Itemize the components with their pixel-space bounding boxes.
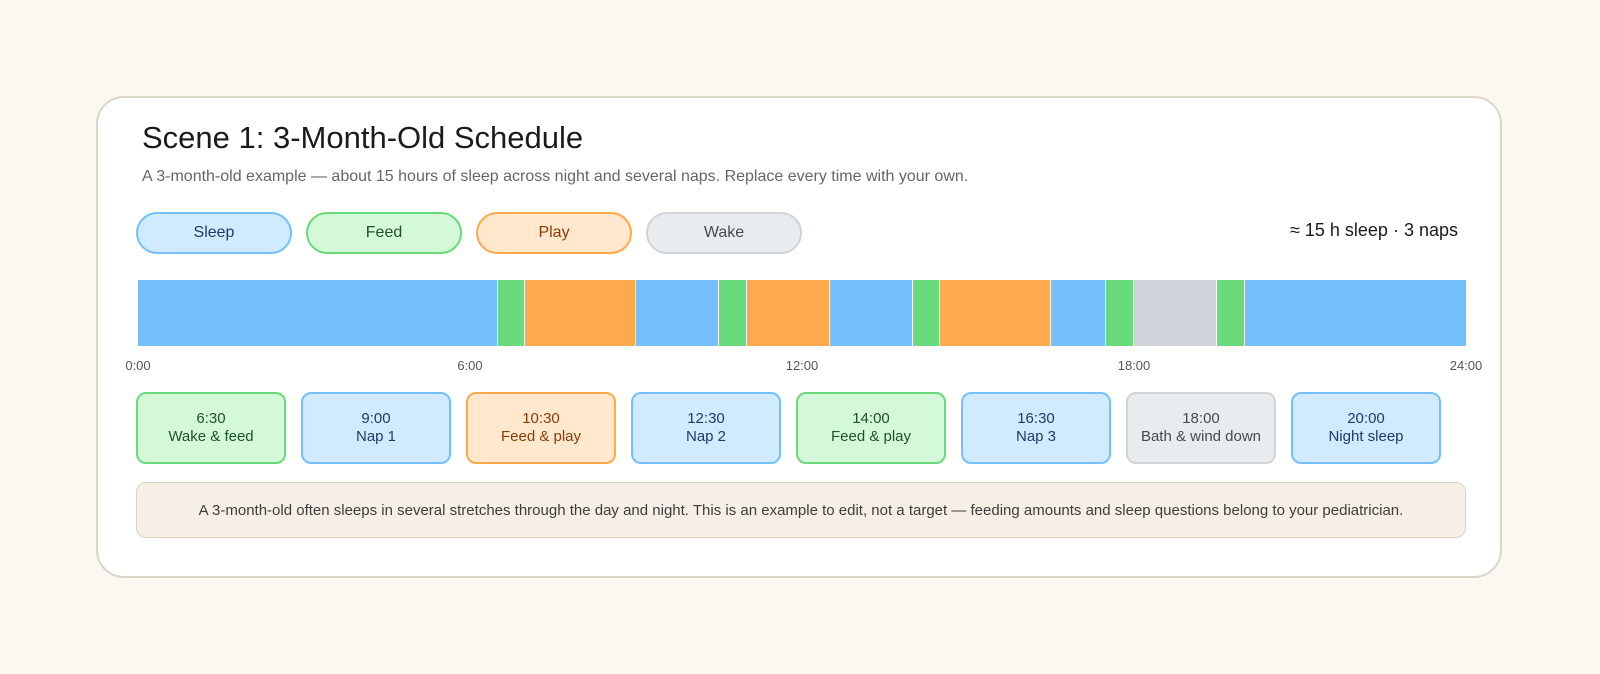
event-card[interactable]: 6:30 Wake & feed	[136, 392, 286, 464]
schedule-card: Scene 1: 3-Month-Old Schedule A 3-month-…	[96, 96, 1502, 578]
event-label: Wake & feed	[168, 428, 254, 445]
tick-label: 0:00	[125, 358, 151, 373]
event-label: Night sleep	[1328, 428, 1404, 445]
event-time: 12:30	[687, 410, 725, 427]
scene-subtitle: A 3-month-old example — about 15 hours o…	[142, 168, 969, 185]
sleep-summary: ≈ 15 h sleep · 3 naps	[1290, 220, 1458, 240]
timeline-segment-feed	[1106, 280, 1134, 346]
event-time: 20:00	[1347, 410, 1385, 427]
event-card[interactable]: 20:00 Night sleep	[1291, 392, 1441, 464]
event-label: Bath & wind down	[1140, 428, 1262, 445]
event-label: Feed & play	[830, 428, 912, 445]
event-label: Nap 2	[685, 428, 727, 445]
timeline-segment-wake	[1134, 280, 1217, 346]
event-time: 10:30	[522, 410, 560, 427]
event-label: Nap 3	[1015, 428, 1057, 445]
scene-title: Scene 1: 3-Month-Old Schedule	[142, 120, 584, 155]
timeline-segment-play	[940, 280, 1051, 346]
timeline-segment-play	[525, 280, 636, 346]
timeline-segment-play	[746, 280, 830, 346]
timeline-segment-feed	[1217, 280, 1245, 346]
timeline-segment-feed	[912, 280, 941, 346]
event-card[interactable]: 16:30 Nap 3	[961, 392, 1111, 464]
event-card[interactable]: 12:30 Nap 2	[631, 392, 781, 464]
event-label: Nap 1	[355, 428, 397, 445]
timeline-segment-feed	[719, 280, 747, 346]
event-card[interactable]: 9:00 Nap 1	[301, 392, 451, 464]
tick-label: 12:00	[785, 358, 819, 373]
event-time: 14:00	[852, 410, 890, 427]
event-card[interactable]: 10:30 Feed & play	[466, 392, 616, 464]
tick-label: 18:00	[1117, 358, 1151, 373]
event-card[interactable]: 14:00 Feed & play	[796, 392, 946, 464]
timeline-bar	[138, 280, 1466, 346]
timeline-segment-sleep	[1244, 280, 1466, 346]
legend-wake[interactable]: Wake	[646, 212, 802, 254]
event-time: 18:00	[1182, 410, 1220, 427]
timeline-segment-sleep	[1051, 280, 1107, 346]
event-card[interactable]: 18:00 Bath & wind down	[1126, 392, 1276, 464]
disclaimer-note: A 3-month-old often sleeps in several st…	[136, 482, 1466, 538]
timeline-segment-sleep	[138, 280, 498, 346]
event-label: Feed & play	[500, 428, 582, 445]
event-cards: 6:30 Wake & feed 9:00 Nap 1 10:30 Feed & play…	[136, 392, 1466, 464]
event-time: 9:00	[361, 410, 391, 427]
legend: Sleep Feed Play Wake	[136, 212, 802, 254]
timeline-segment-feed	[497, 280, 526, 346]
tick-label: 24:00	[1449, 358, 1483, 373]
event-time: 6:30	[196, 410, 226, 427]
event-time: 16:30	[1017, 410, 1055, 427]
tick-label: 6:00	[457, 358, 483, 373]
timeline-segment-sleep	[829, 280, 913, 346]
timeline-segment-sleep	[636, 280, 719, 346]
legend-sleep[interactable]: Sleep	[136, 212, 292, 254]
legend-feed[interactable]: Feed	[306, 212, 462, 254]
legend-play[interactable]: Play	[476, 212, 632, 254]
